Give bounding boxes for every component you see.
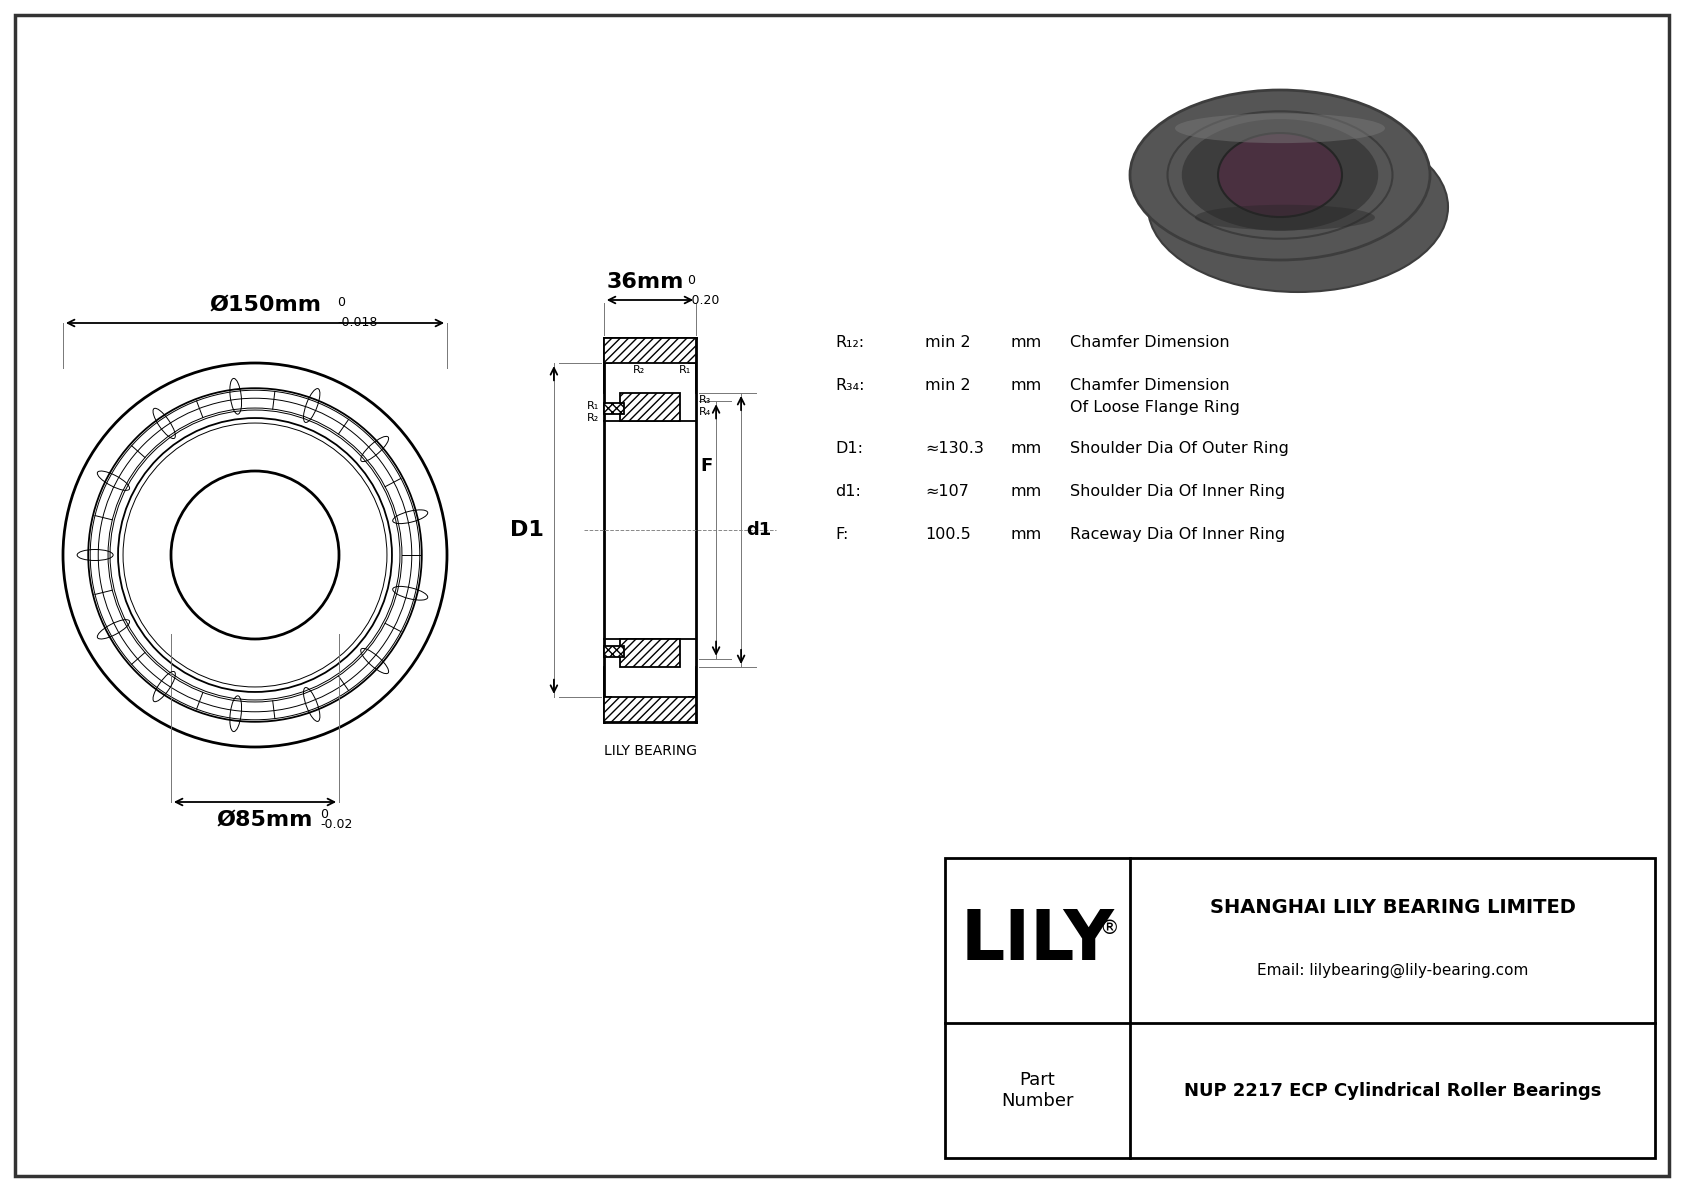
- Text: NUP 2217 ECP Cylindrical Roller Bearings: NUP 2217 ECP Cylindrical Roller Bearings: [1184, 1081, 1601, 1099]
- Text: d1: d1: [746, 520, 771, 540]
- Text: Ø85mm: Ø85mm: [217, 810, 313, 830]
- Text: mm: mm: [1010, 441, 1041, 456]
- Text: LILY: LILY: [960, 908, 1115, 974]
- Bar: [945, 858, 1655, 1158]
- Text: ≈130.3: ≈130.3: [925, 441, 983, 456]
- Text: Shoulder Dia Of Outer Ring: Shoulder Dia Of Outer Ring: [1069, 441, 1288, 456]
- Ellipse shape: [1218, 133, 1342, 217]
- Text: Shoulder Dia Of Inner Ring: Shoulder Dia Of Inner Ring: [1069, 484, 1285, 499]
- Text: Part
Number: Part Number: [1002, 1071, 1074, 1110]
- Text: F: F: [701, 456, 712, 475]
- Text: mm: mm: [1010, 335, 1041, 350]
- Ellipse shape: [1196, 205, 1376, 230]
- Text: mm: mm: [1010, 484, 1041, 499]
- Text: Raceway Dia Of Inner Ring: Raceway Dia Of Inner Ring: [1069, 526, 1285, 542]
- Text: R₄: R₄: [699, 407, 711, 417]
- Bar: [605, 646, 625, 657]
- Text: d1:: d1:: [835, 484, 861, 499]
- Text: 100.5: 100.5: [925, 526, 970, 542]
- Text: 0: 0: [687, 274, 695, 287]
- Text: R₁₂:: R₁₂:: [835, 335, 864, 350]
- Text: min 2: min 2: [925, 378, 970, 393]
- Text: R₁: R₁: [679, 366, 690, 375]
- Bar: [605, 697, 695, 722]
- Text: Chamfer Dimension: Chamfer Dimension: [1069, 335, 1229, 350]
- Text: -0.018: -0.018: [337, 316, 377, 329]
- Text: ≈107: ≈107: [925, 484, 968, 499]
- Ellipse shape: [1130, 91, 1430, 260]
- Text: mm: mm: [1010, 378, 1041, 393]
- Text: LILY BEARING: LILY BEARING: [603, 744, 697, 757]
- Text: R₂: R₂: [633, 366, 645, 375]
- Ellipse shape: [1182, 120, 1378, 230]
- Text: SHANGHAI LILY BEARING LIMITED: SHANGHAI LILY BEARING LIMITED: [1209, 898, 1576, 917]
- Ellipse shape: [1148, 121, 1448, 292]
- Ellipse shape: [1175, 113, 1384, 143]
- Text: ®: ®: [1100, 918, 1120, 937]
- Text: D1:: D1:: [835, 441, 862, 456]
- Text: 0: 0: [337, 297, 345, 308]
- Text: 0: 0: [320, 807, 328, 821]
- Bar: [605, 338, 695, 363]
- Text: Email: lilybearing@lily-bearing.com: Email: lilybearing@lily-bearing.com: [1256, 962, 1527, 978]
- Text: mm: mm: [1010, 526, 1041, 542]
- Ellipse shape: [1236, 166, 1361, 249]
- Text: -0.02: -0.02: [320, 818, 352, 831]
- Text: R₃₄:: R₃₄:: [835, 378, 864, 393]
- Text: R₃: R₃: [699, 395, 711, 405]
- Bar: [620, 393, 680, 422]
- Text: -0.20: -0.20: [687, 294, 719, 307]
- Text: Of Loose Flange Ring: Of Loose Flange Ring: [1069, 400, 1239, 414]
- Text: D1: D1: [510, 520, 544, 540]
- Bar: [620, 638, 680, 667]
- Text: F:: F:: [835, 526, 849, 542]
- Text: Chamfer Dimension: Chamfer Dimension: [1069, 378, 1229, 393]
- Text: 36mm: 36mm: [606, 272, 684, 292]
- Text: R₂: R₂: [586, 413, 600, 423]
- Text: R₁: R₁: [586, 401, 600, 411]
- Text: min 2: min 2: [925, 335, 970, 350]
- Bar: [605, 403, 625, 414]
- Text: Ø150mm: Ø150mm: [209, 295, 322, 314]
